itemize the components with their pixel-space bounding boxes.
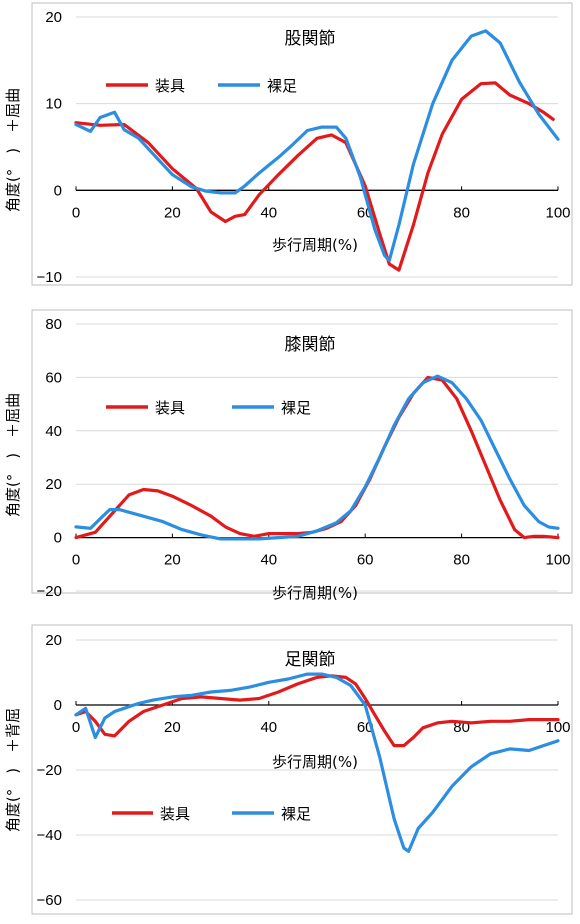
y-tick-label: 60 xyxy=(45,369,62,386)
x-tick-label: 100 xyxy=(545,719,570,736)
y-axis-title: 角度(° ) ＋屈曲 xyxy=(4,393,22,517)
y-tick-label: −40 xyxy=(37,827,62,844)
x-tick-label: 20 xyxy=(164,552,181,569)
legend-label: 裸足 xyxy=(281,805,311,823)
y-tick-label: −10 xyxy=(37,269,62,286)
chart-frame xyxy=(31,309,573,594)
y-tick-label: −20 xyxy=(37,762,62,779)
legend-label: 装具 xyxy=(155,77,185,95)
x-tick-label: 20 xyxy=(164,719,181,736)
x-tick-label: 0 xyxy=(72,552,80,569)
y-axis-title: 角度(° ) ＋屈曲 xyxy=(4,88,22,212)
chart-title: 膝関節 xyxy=(285,335,336,355)
series-line-barefoot xyxy=(74,29,560,263)
y-tick-label: 0 xyxy=(54,697,62,714)
legend-label: 裸足 xyxy=(281,399,311,417)
x-axis-title: 歩行周期(%) xyxy=(272,584,358,602)
x-tick-label: 100 xyxy=(545,204,570,221)
x-tick-label: 20 xyxy=(164,204,181,221)
chart-title: 股関節 xyxy=(285,29,336,49)
y-tick-label: 10 xyxy=(45,96,62,113)
x-tick-label: 0 xyxy=(72,719,80,736)
chart-frame xyxy=(31,2,573,286)
series-line-barefoot xyxy=(74,672,560,853)
x-tick-label: 80 xyxy=(453,552,470,569)
y-axis-title: 角度(° ) ＋背屈 xyxy=(4,708,22,832)
x-tick-label: 40 xyxy=(260,719,277,736)
y-tick-label: 80 xyxy=(45,316,62,333)
x-tick-label: 80 xyxy=(453,204,470,221)
chart-title: 足関節 xyxy=(285,650,336,670)
legend-label: 裸足 xyxy=(267,77,297,95)
series-line-orthosis xyxy=(74,81,555,272)
x-tick-label: 40 xyxy=(260,552,277,569)
series-line-orthosis xyxy=(74,674,560,748)
y-tick-label: 0 xyxy=(54,182,62,199)
series-line-barefoot xyxy=(74,374,560,541)
y-tick-label: −20 xyxy=(37,583,62,600)
y-tick-label: 20 xyxy=(45,9,62,26)
y-tick-label: 20 xyxy=(45,632,62,649)
x-tick-label: 40 xyxy=(260,204,277,221)
y-tick-label: 0 xyxy=(54,530,62,547)
y-tick-label: 20 xyxy=(45,476,62,493)
y-tick-label: 40 xyxy=(45,423,62,440)
legend-label: 装具 xyxy=(155,399,185,417)
legend-label: 装具 xyxy=(160,805,190,823)
y-tick-label: −60 xyxy=(37,892,62,909)
x-tick-label: 100 xyxy=(545,552,570,569)
x-axis-title: 歩行周期(%) xyxy=(272,236,358,254)
x-tick-label: 0 xyxy=(72,204,80,221)
x-axis-title: 歩行周期(%) xyxy=(272,753,358,771)
x-tick-label: 60 xyxy=(357,552,374,569)
